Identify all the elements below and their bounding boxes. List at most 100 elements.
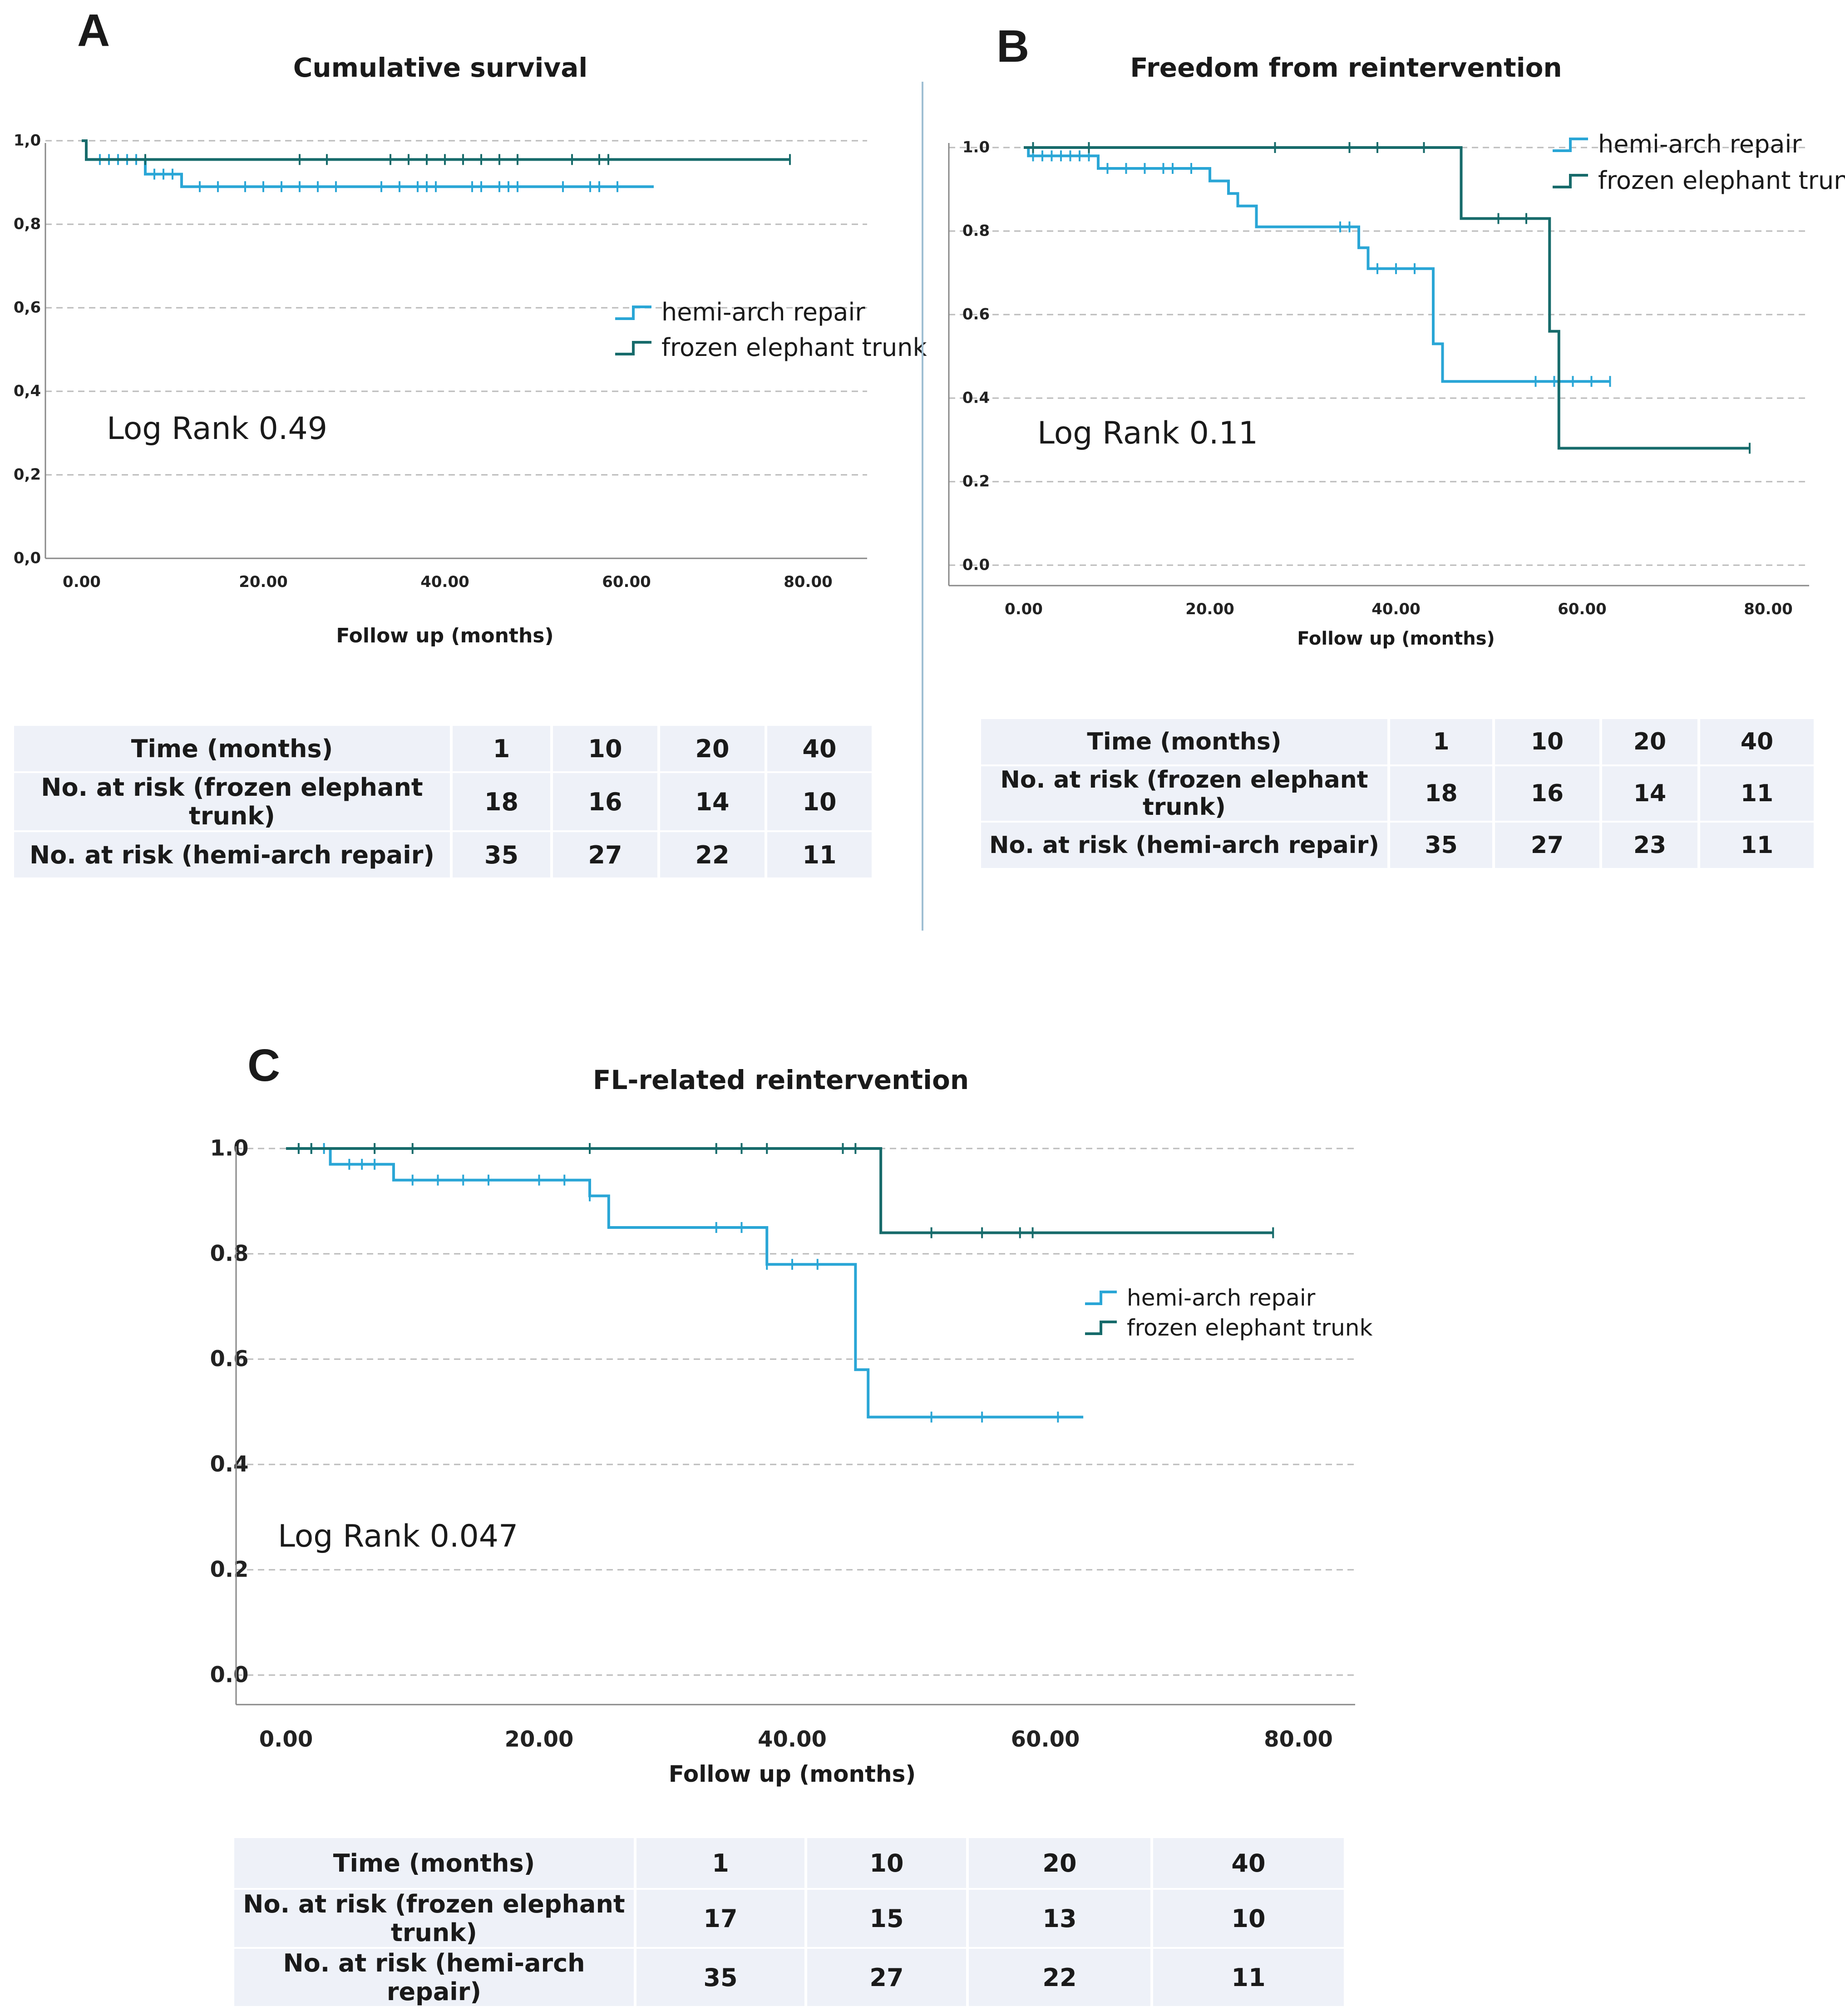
panel-a-log-rank: Log Rank 0.49	[107, 411, 327, 447]
y-tick-label: 0.0	[962, 556, 990, 574]
legend-label-hemi: hemi-arch repair	[661, 298, 865, 326]
panel-c-log-rank: Log Rank 0.047	[278, 1518, 518, 1554]
panel-c-letter: C	[247, 1040, 281, 1091]
risk-table-header: Time (months) 1 10 20 40	[234, 1838, 1344, 1888]
risk-table-row-label: Time (months)	[981, 719, 1387, 764]
series-line-fet	[1024, 146, 1750, 450]
series-line-fet	[82, 139, 790, 161]
risk-table-cell: 10	[1153, 1890, 1344, 1947]
legend-symbol-hemi	[1085, 1291, 1117, 1305]
y-tick-label: 0.6	[210, 1346, 248, 1371]
risk-table-cell: 16	[553, 773, 657, 830]
risk-table-header: Time (months) 1 10 20 40	[14, 726, 872, 771]
risk-table-cell: 13	[969, 1890, 1150, 1947]
risk-table-cell: 11	[1153, 1949, 1344, 2006]
risk-table-cell: 40	[767, 726, 872, 771]
x-tick-label: 60.00	[1011, 1726, 1080, 1752]
x-tick-label: 20.00	[239, 573, 288, 591]
x-tick-label: 60.00	[1558, 600, 1607, 618]
legend-label-fet: frozen elephant trunk	[1127, 1315, 1372, 1341]
x-tick-label: 0.00	[1005, 600, 1043, 618]
risk-table-cell: 35	[1390, 823, 1492, 868]
y-tick-label: 0.8	[962, 222, 990, 240]
legend-symbol-fet	[1085, 1321, 1117, 1335]
risk-table-row: No. at risk (frozen elephant trunk) 18 16 1…	[981, 766, 1814, 821]
risk-table-cell: 17	[636, 1890, 804, 1947]
x-tick-label: 20.00	[1185, 600, 1234, 618]
y-tick-label: 0,4	[14, 382, 41, 400]
risk-table-cell: 1	[453, 726, 550, 771]
legend-label-hemi: hemi-arch repair	[1127, 1285, 1316, 1311]
risk-table-cell: 22	[969, 1949, 1150, 2006]
risk-table-cell: 35	[636, 1949, 804, 2006]
y-tick-label: 0.6	[962, 306, 990, 324]
legend-symbol-hemi	[615, 306, 651, 320]
risk-table-row-label: No. at risk (frozen elephant trunk)	[234, 1890, 634, 1947]
x-tick-label: 0.00	[63, 573, 101, 591]
series-line-hemi	[82, 139, 654, 188]
risk-table-cell: 27	[807, 1949, 966, 2006]
series-line-hemi	[1024, 146, 1610, 383]
risk-table-cell: 1	[1390, 719, 1492, 764]
risk-table-cell: 18	[453, 773, 550, 830]
risk-table-row: No. at risk (hemi-arch repair) 35 27 22 11	[14, 832, 872, 877]
x-tick-label: 40.00	[420, 573, 469, 591]
legend-symbol-fet	[1553, 174, 1588, 188]
series-line-fet	[286, 1147, 1273, 1234]
y-tick-label: 0.2	[962, 473, 990, 491]
risk-table-cell: 27	[1495, 823, 1599, 868]
risk-table-cell: 11	[767, 832, 872, 877]
panel-b-chart: 0.0 0.2 0.4 0.6 0.8 1.0 0.00 20.00 40.00 60.00 80.…	[948, 130, 1845, 649]
x-tick-label: 0.00	[259, 1726, 313, 1752]
x-tick-label: 80.00	[784, 573, 833, 591]
risk-table-cell: 1	[636, 1838, 804, 1888]
y-tick-label: 1.0	[962, 138, 990, 157]
risk-table-row-label: No. at risk (hemi-arch repair)	[234, 1949, 634, 2006]
risk-table-cell: 11	[1700, 823, 1814, 868]
legend-label-hemi: hemi-arch repair	[1598, 130, 1802, 158]
risk-table-cell: 23	[1602, 823, 1697, 868]
panel-a-letter: A	[77, 5, 110, 56]
y-tick-label: 0.2	[210, 1557, 248, 1582]
risk-table-cell: 20	[660, 726, 765, 771]
risk-table-row-label: No. at risk (hemi-arch repair)	[981, 823, 1387, 868]
x-axis-label: Follow up (months)	[1297, 628, 1495, 649]
risk-table-cell: 27	[553, 832, 657, 877]
risk-table-cell: 16	[1495, 766, 1599, 821]
legend-symbol-fet	[615, 341, 651, 355]
x-axis-label: Follow up (months)	[669, 1761, 916, 1787]
panel-a-title: Cumulative survival	[293, 52, 588, 83]
risk-table-cell: 40	[1700, 719, 1814, 764]
y-tick-label: 0.0	[210, 1662, 248, 1687]
panel-b-log-rank: Log Rank 0.11	[1037, 415, 1258, 451]
risk-table-row-label: Time (months)	[14, 726, 450, 771]
y-tick-label: 0,8	[14, 215, 41, 233]
panel-c-title: FL-related reintervention	[592, 1065, 969, 1095]
risk-table-cell: 14	[660, 773, 765, 830]
y-tick-label: 0.4	[962, 389, 990, 407]
x-tick-label: 60.00	[602, 573, 651, 591]
risk-table-cell: 10	[767, 773, 872, 830]
x-tick-label: 80.00	[1744, 600, 1793, 618]
risk-table-row-label: No. at risk (frozen elephant trunk)	[981, 766, 1387, 821]
risk-table-cell: 14	[1602, 766, 1697, 821]
risk-table-header: Time (months) 1 10 20 40	[981, 719, 1814, 764]
legend-label-fet: frozen elephant trunk	[661, 333, 927, 362]
risk-table-cell: 11	[1700, 766, 1814, 821]
risk-table-cell: 20	[1602, 719, 1697, 764]
y-tick-label: 1,0	[14, 132, 41, 150]
y-tick-label: 1.0	[210, 1135, 248, 1161]
y-tick-label: 0.8	[210, 1241, 248, 1266]
risk-table-row: No. at risk (hemi-arch repair) 35 27 23 11	[981, 823, 1814, 868]
y-tick-label: 0,6	[14, 299, 41, 317]
x-axis-label: Follow up (months)	[336, 624, 553, 647]
risk-table-cell: 35	[453, 832, 550, 877]
y-tick-label: 0,2	[14, 466, 41, 484]
risk-table-row-label: No. at risk (frozen elephant trunk)	[14, 773, 450, 830]
risk-table-row: No. at risk (hemi-arch repair) 35 27 22 11	[234, 1949, 1344, 2006]
panel-a-chart: 0,0 0,2 0,4 0,6 0,8 1,0 0.00 20.00 40.00 60.00 80.…	[14, 132, 927, 648]
risk-table-row-label: No. at risk (hemi-arch repair)	[14, 832, 450, 877]
y-tick-label: 0,0	[14, 549, 41, 567]
panel-b-letter: B	[996, 21, 1030, 72]
legend-label-fet: frozen elephant trunk	[1598, 166, 1845, 195]
